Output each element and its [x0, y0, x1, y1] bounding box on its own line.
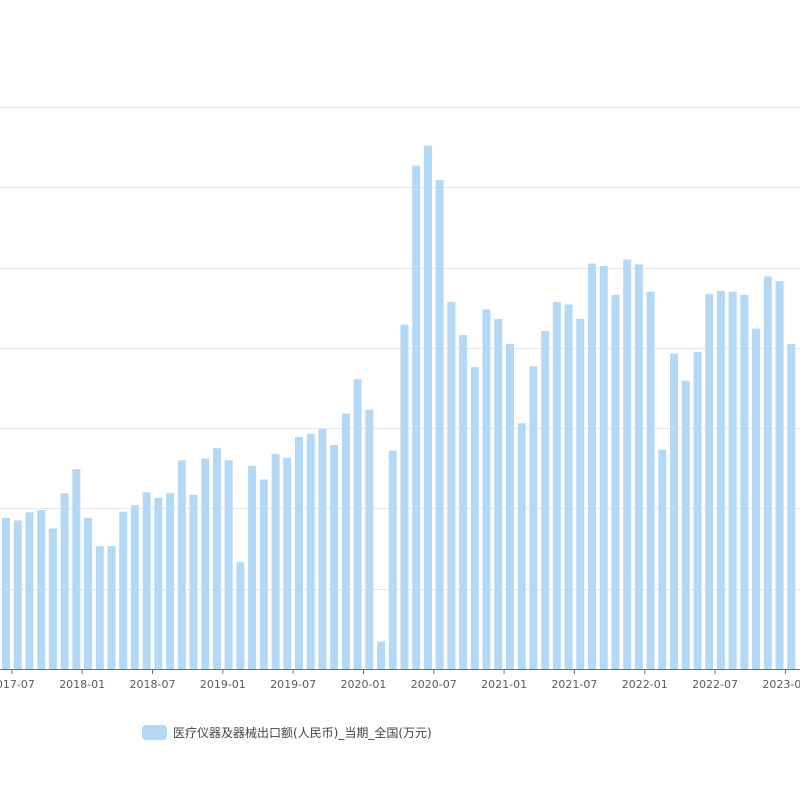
- bar-2019-09[interactable]: [318, 428, 327, 669]
- x-axis-ticks: 2017-07 2018-01 2018-07 2019-01 2019-07 2020-…: [0, 669, 800, 691]
- bar-2022-06[interactable]: [705, 294, 714, 669]
- bar-2021-11[interactable]: [623, 259, 632, 669]
- bar-2018-09[interactable]: [177, 460, 186, 669]
- legend[interactable]: 医疗仪器及器械出口额(人民币)_当期_全国(万元): [142, 724, 432, 741]
- bar-2023-01[interactable]: [787, 343, 796, 669]
- x-tick-label: 2022-01: [622, 678, 668, 691]
- bar-2022-02[interactable]: [658, 449, 667, 669]
- x-tick-label: 2021-07: [551, 678, 597, 691]
- bar-2017-12[interactable]: [72, 469, 81, 669]
- bar-2019-05[interactable]: [271, 453, 280, 669]
- bar-2020-12[interactable]: [494, 318, 503, 669]
- bar-2019-06[interactable]: [283, 457, 292, 669]
- bar-2020-09[interactable]: [459, 335, 468, 669]
- bar-2022-04[interactable]: [681, 380, 690, 669]
- bar-2020-08[interactable]: [447, 302, 456, 669]
- bar-2022-10[interactable]: [752, 328, 761, 669]
- bar-2020-03[interactable]: [388, 450, 397, 669]
- bar-2018-02[interactable]: [95, 546, 104, 669]
- bar-2020-11[interactable]: [482, 309, 491, 669]
- bar-2020-07[interactable]: [435, 180, 444, 669]
- bar-2021-10[interactable]: [611, 294, 620, 669]
- bar-2018-03[interactable]: [107, 546, 116, 669]
- x-tick-label: 2020-01: [340, 678, 386, 691]
- bar-2021-01[interactable]: [505, 343, 514, 669]
- bar-2020-02[interactable]: [377, 641, 386, 669]
- bar-2021-09[interactable]: [599, 265, 608, 669]
- bar-2018-12[interactable]: [212, 448, 221, 669]
- bar-2019-04[interactable]: [259, 479, 268, 669]
- bar-2018-01[interactable]: [84, 518, 93, 669]
- bar-2019-11[interactable]: [341, 413, 350, 669]
- x-tick-label: 2023-01: [762, 678, 800, 691]
- x-tick-label: 2018-01: [59, 678, 105, 691]
- bar-2021-12[interactable]: [634, 264, 643, 669]
- bar-2018-05[interactable]: [130, 505, 139, 669]
- bar-2019-01[interactable]: [224, 460, 233, 669]
- bar-2019-12[interactable]: [353, 379, 362, 669]
- bar-2019-03[interactable]: [248, 465, 257, 669]
- bar-2021-08[interactable]: [588, 263, 596, 669]
- bar-2017-08[interactable]: [25, 512, 34, 669]
- legend-label: 医疗仪器及器械出口额(人民币)_当期_全国(万元): [173, 726, 432, 740]
- x-tick-label: 2019-07: [270, 678, 316, 691]
- bar-2022-05[interactable]: [693, 351, 702, 669]
- bar-2022-07[interactable]: [716, 290, 725, 669]
- bar-2021-06[interactable]: [564, 304, 573, 670]
- bar-2018-06[interactable]: [142, 492, 151, 669]
- bar-2017-10[interactable]: [48, 528, 57, 670]
- bar-2021-04[interactable]: [541, 331, 550, 669]
- bar-2020-06[interactable]: [423, 145, 432, 670]
- bar-2018-07[interactable]: [154, 497, 163, 669]
- bar-2022-09[interactable]: [740, 294, 749, 669]
- x-tick-label: 2019-01: [200, 678, 246, 691]
- bar-2022-01[interactable]: [646, 291, 655, 669]
- bar-2022-03[interactable]: [670, 353, 679, 669]
- bar-2022-08[interactable]: [728, 291, 737, 669]
- bar-2018-11[interactable]: [201, 458, 210, 669]
- bar-2020-01[interactable]: [365, 409, 374, 669]
- legend-swatch: [142, 725, 167, 740]
- bar-2019-07[interactable]: [295, 436, 303, 669]
- bar-2019-02[interactable]: [236, 562, 245, 669]
- x-tick-label: 2018-07: [130, 678, 176, 691]
- bar-2018-10[interactable]: [189, 494, 198, 669]
- bar-2017-11[interactable]: [60, 493, 69, 669]
- bar-series: [2, 145, 796, 670]
- bar-2017-06[interactable]: [2, 518, 10, 669]
- bar-2022-12[interactable]: [775, 281, 784, 669]
- bar-2019-10[interactable]: [330, 445, 339, 669]
- bar-2021-05[interactable]: [552, 302, 561, 669]
- bar-2018-08[interactable]: [166, 493, 175, 669]
- x-tick-label: 2020-07: [411, 678, 457, 691]
- bar-2022-11[interactable]: [763, 276, 772, 669]
- bar-2020-10[interactable]: [470, 367, 479, 669]
- bar-2021-02[interactable]: [517, 423, 526, 669]
- bar-2019-08[interactable]: [306, 433, 315, 669]
- x-tick-label: 2022-07: [692, 678, 738, 691]
- bar-2020-04[interactable]: [400, 324, 409, 669]
- bar-2018-04[interactable]: [119, 511, 128, 669]
- x-tick-label: 2021-01: [481, 678, 527, 691]
- bar-2020-05[interactable]: [412, 165, 421, 670]
- bar-2017-09[interactable]: [37, 510, 46, 669]
- bar-2021-03[interactable]: [529, 366, 538, 669]
- x-tick-label: 2017-07: [0, 678, 35, 691]
- bar-2021-07[interactable]: [576, 318, 585, 669]
- bar-2017-07[interactable]: [13, 520, 22, 669]
